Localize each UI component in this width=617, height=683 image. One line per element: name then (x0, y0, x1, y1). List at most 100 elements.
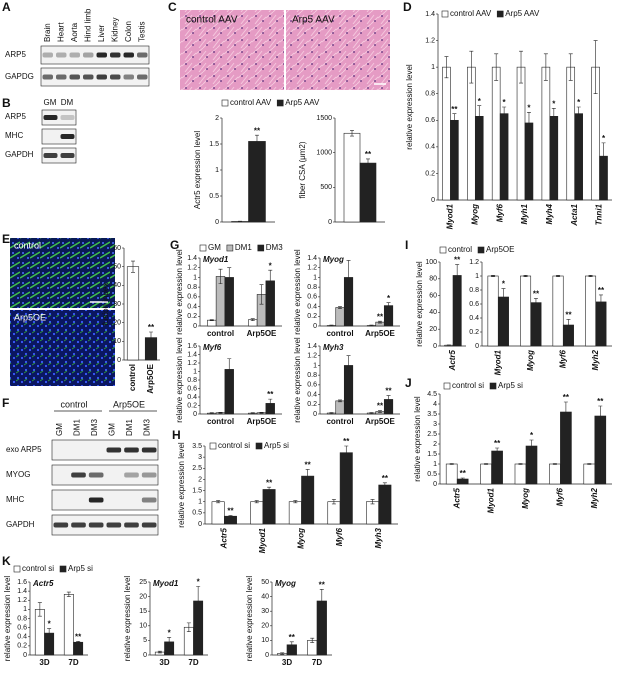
y-tick-label: 30 (261, 608, 269, 615)
lane-label: Aorta (70, 22, 79, 42)
blot-band (107, 448, 122, 453)
bar (64, 594, 73, 655)
y-axis-label: relative expression level (245, 576, 254, 662)
legend-label: GM (208, 243, 221, 252)
y-tick-label: 0 (313, 323, 317, 330)
bar (567, 67, 575, 200)
row-label: GAPDH (5, 150, 34, 159)
bar (224, 516, 236, 524)
legend-swatch (227, 245, 233, 251)
bar (328, 502, 340, 524)
y-tick-label: 1 (433, 461, 437, 468)
y-axis-label: relative expression level (175, 249, 184, 335)
bar (515, 464, 526, 484)
bar (560, 412, 571, 484)
significance: ** (454, 256, 461, 265)
y-axis-label: relative expression level (405, 64, 414, 150)
y-tick-label: 0 (143, 652, 147, 659)
y-tick-label: 1.4 (187, 351, 197, 358)
legend-swatch (444, 383, 450, 389)
x-tick-label: control (207, 329, 234, 338)
bar (74, 642, 83, 655)
blot-band (54, 523, 69, 528)
y-tick-label: 1.4 (187, 255, 197, 262)
significance: ** (377, 402, 384, 411)
y-tick-label: 20 (261, 623, 269, 630)
legend-label: Arp5 AAV (505, 9, 540, 18)
y-tick-label: 30 (113, 301, 121, 308)
row-label: GAPDH (6, 520, 35, 529)
y-tick-label: 20 (139, 593, 147, 600)
y-tick-label: 0.6 (307, 294, 317, 301)
bar (517, 67, 525, 200)
chart-title: Myog (323, 255, 344, 264)
x-tick-label: 7D (188, 658, 198, 667)
chart-title: Myf6 (203, 343, 222, 352)
legend-swatch (442, 11, 448, 17)
x-tick-label: 7D (312, 658, 322, 667)
legend-label: DM1 (235, 243, 252, 252)
x-tick-label: 3D (39, 658, 49, 667)
y-tick-label: 2 (433, 441, 437, 448)
x-tick-label: control (326, 417, 353, 426)
y-axis-label: relative expression level (123, 576, 132, 662)
blot-band (142, 523, 157, 528)
legend-swatch (478, 247, 484, 253)
y-tick-label: 0.8 (187, 284, 197, 291)
y-tick-label: 3.5 (192, 443, 202, 450)
legend-label: Arp5 si (264, 441, 289, 450)
blot-band (56, 53, 67, 58)
y-tick-label: 60 (429, 292, 437, 299)
row-label: ARP5 (5, 112, 26, 121)
x-tick-label: Arp5OE (247, 417, 277, 426)
y-tick-label: 0 (117, 357, 121, 364)
x-tick-label: Myog (297, 528, 306, 549)
legend-label: control AAV (450, 9, 492, 18)
panel-letter: H (172, 428, 181, 442)
significance: ** (563, 393, 570, 402)
lane-label: GM (55, 423, 64, 436)
x-tick-label: Myod1 (493, 349, 502, 375)
blot-band (61, 153, 75, 158)
significance: * (527, 103, 531, 112)
chart-title: Myh3 (323, 343, 344, 352)
y-tick-label: 40 (429, 309, 437, 316)
y-tick-label: 0.2 (187, 402, 197, 409)
y-tick-label: 1.4 (307, 255, 317, 262)
row-label: MHC (5, 131, 23, 140)
chart-title: Actr5 (32, 579, 54, 588)
legend-swatch (210, 443, 216, 449)
bar (212, 502, 224, 524)
image-label: control AAV (186, 15, 238, 26)
x-tick-label: Myod1 (487, 487, 496, 513)
y-axis-label: Actr5 expression level (193, 131, 202, 209)
bar (492, 67, 500, 200)
y-tick-label: 1.2 (425, 37, 435, 44)
blot-band (71, 473, 86, 478)
bar (340, 453, 352, 524)
y-axis-label: fusion index (101, 283, 110, 326)
image-label: Arp5 AAV (292, 15, 335, 26)
blot-band (124, 473, 139, 478)
bar (467, 67, 475, 200)
blot-band (97, 53, 108, 58)
lane-label: DM1 (73, 419, 82, 436)
blot-band (124, 523, 139, 528)
x-tick-label: Arp5OE (247, 329, 277, 338)
significance: ** (451, 105, 458, 114)
blot-band (124, 75, 135, 80)
legend-swatch (200, 245, 206, 251)
y-tick-label: 0 (23, 652, 27, 659)
bar (553, 276, 563, 346)
y-tick-label: 1 (23, 606, 27, 613)
y-tick-label: 0.4 (307, 391, 317, 398)
significance: ** (382, 474, 389, 483)
bar (379, 485, 391, 524)
y-tick-label: 1.2 (307, 265, 317, 272)
y-tick-label: 0 (193, 411, 197, 418)
y-tick-label: 0.4 (469, 315, 479, 322)
legend-swatch (256, 443, 262, 449)
bar (360, 163, 376, 222)
legend-label: Arp5 si (68, 564, 93, 573)
